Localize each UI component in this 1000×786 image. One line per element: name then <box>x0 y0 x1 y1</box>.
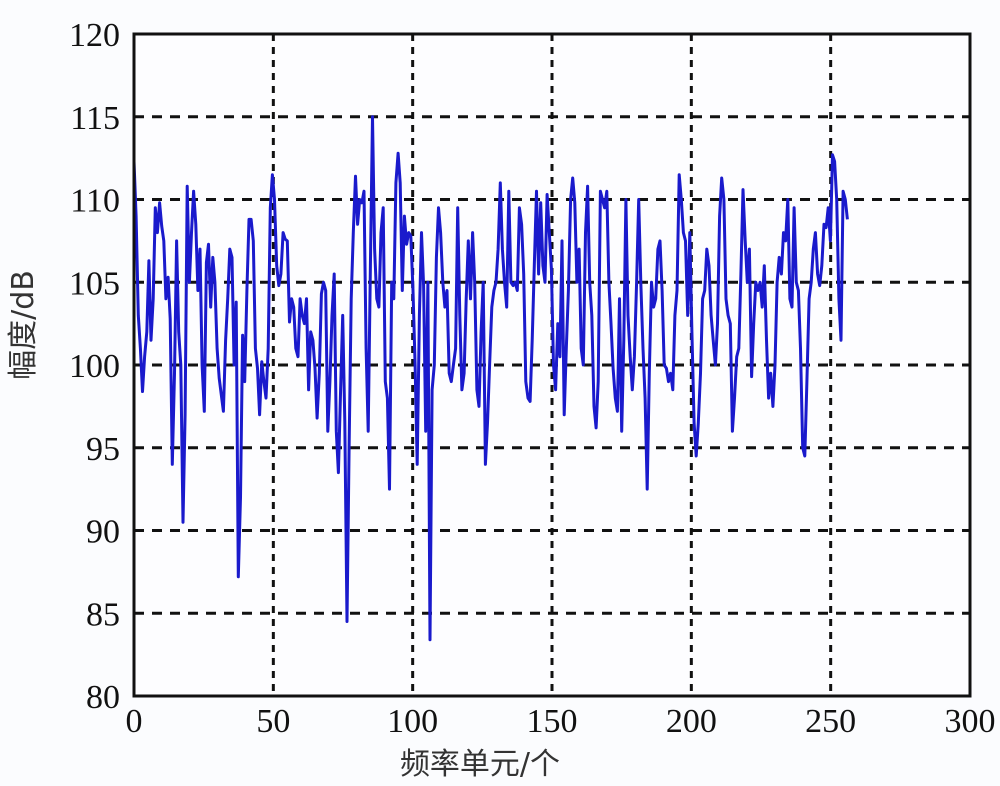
y-axis-ticks: 80 85 90 95 100 105 110 115 120 <box>69 17 120 716</box>
y-axis-title: 幅度/dB <box>6 270 41 380</box>
y-tick-label: 120 <box>69 17 120 54</box>
y-tick-label: 95 <box>86 431 120 468</box>
x-tick-label: 100 <box>387 703 438 740</box>
x-tick-label: 50 <box>256 703 290 740</box>
x-tick-label: 0 <box>126 703 143 740</box>
y-tick-label: 100 <box>69 348 120 385</box>
x-tick-label: 250 <box>805 703 856 740</box>
data-series-line <box>132 115 849 642</box>
x-tick-label: 300 <box>945 703 996 740</box>
x-axis-ticks: 0 50 100 150 200 250 300 <box>126 703 996 740</box>
y-tick-label: 85 <box>86 596 120 633</box>
y-tick-label: 115 <box>70 100 120 137</box>
x-tick-label: 200 <box>666 703 717 740</box>
y-tick-label: 90 <box>86 514 120 551</box>
x-axis-title: 频率单元/个 <box>400 747 560 782</box>
y-tick-label: 105 <box>69 265 120 302</box>
x-tick-label: 150 <box>527 703 578 740</box>
y-tick-label: 110 <box>70 183 120 220</box>
plot-frame <box>132 32 972 698</box>
y-tick-label: 80 <box>86 679 120 716</box>
